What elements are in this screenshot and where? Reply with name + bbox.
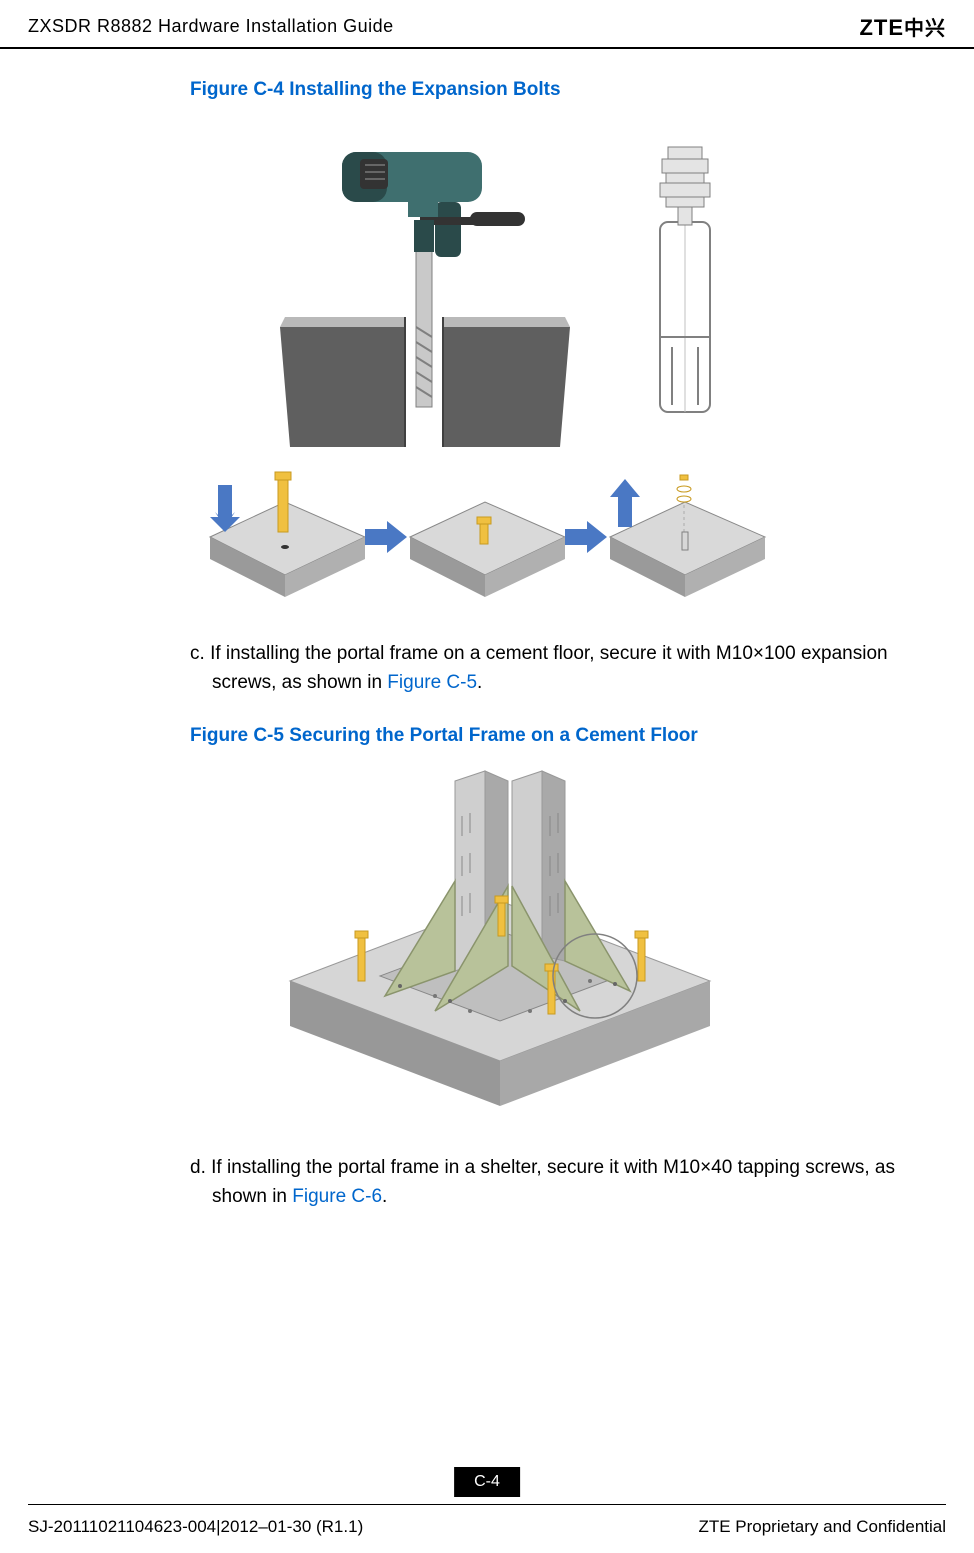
link-figure-c5[interactable]: Figure C-5 xyxy=(387,672,477,693)
footer-rule xyxy=(28,1504,946,1505)
link-figure-c6[interactable]: Figure C-6 xyxy=(292,1186,382,1207)
para-d-prefix: d. xyxy=(190,1157,206,1178)
footer-left: SJ-20111021104623-004|2012–01-30 (R1.1) xyxy=(28,1517,363,1537)
expansion-bolt-detail xyxy=(630,137,740,437)
para-d-text2: . xyxy=(382,1186,387,1207)
figure-c4 xyxy=(190,117,944,612)
drill-icon xyxy=(342,152,525,257)
figure-c4-caption: Figure C-4 Installing the Expansion Bolt… xyxy=(190,79,944,101)
page-footer: SJ-20111021104623-004|2012–01-30 (R1.1) … xyxy=(28,1517,946,1537)
figure-c4-svg xyxy=(190,117,770,607)
para-c-prefix: c. xyxy=(190,643,205,664)
figure-c5-svg xyxy=(260,761,740,1121)
footer-right: ZTE Proprietary and Confidential xyxy=(698,1517,946,1537)
page-content: Figure C-4 Installing the Expansion Bolt… xyxy=(0,49,974,1211)
concrete-block xyxy=(280,247,570,447)
page-number: C-4 xyxy=(454,1467,520,1497)
logo-cn: 中兴 xyxy=(904,18,946,40)
para-c-text2: . xyxy=(477,672,482,693)
para-c-text1: If installing the portal frame on a ceme… xyxy=(210,643,888,693)
page-header: ZXSDR R8882 Hardware Installation Guide … xyxy=(0,0,974,49)
doc-title: ZXSDR R8882 Hardware Installation Guide xyxy=(28,16,394,37)
figure-c5-caption: Figure C-5 Securing the Portal Frame on … xyxy=(190,725,944,747)
logo-en: ZTE xyxy=(859,15,904,40)
install-steps xyxy=(210,472,765,597)
para-c: c. If installing the portal frame on a c… xyxy=(212,640,944,697)
figure-c5 xyxy=(190,761,944,1126)
zte-logo: ZTE中兴 xyxy=(859,12,946,41)
para-d: d. If installing the portal frame in a s… xyxy=(212,1154,944,1211)
